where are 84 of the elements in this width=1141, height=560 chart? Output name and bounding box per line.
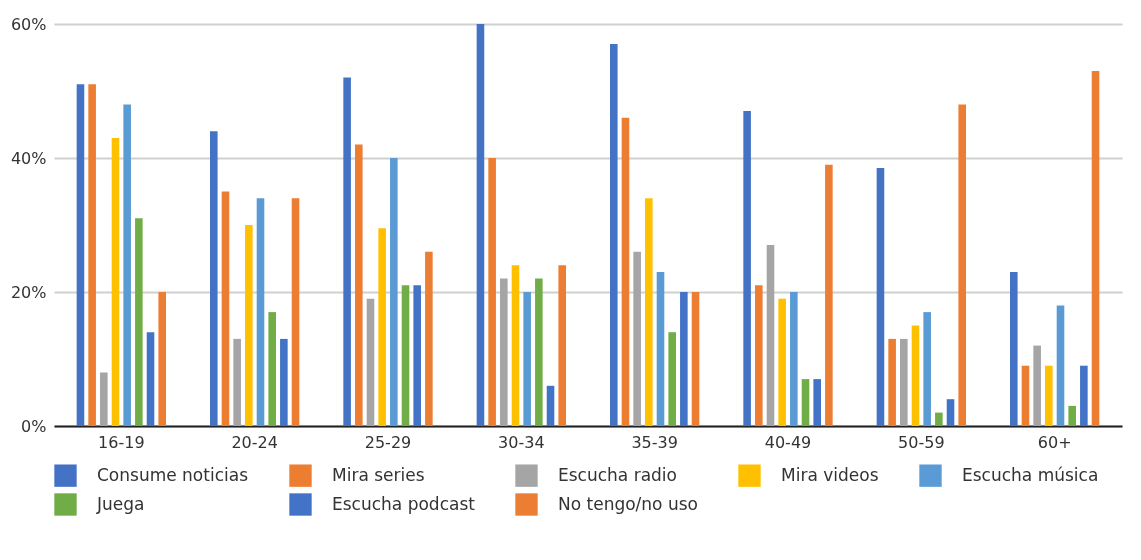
bar [88,84,96,426]
bar [778,298,786,426]
bar [645,198,653,426]
bar [558,265,566,426]
bar [923,312,931,426]
bar [111,137,120,426]
legend-label: Escucha podcast [332,493,476,514]
bar [280,338,288,426]
bar [876,168,885,426]
bar [123,104,131,426]
legend-label: Consume noticias [97,464,249,485]
bar [476,24,485,426]
bar [366,298,375,426]
bar [766,245,775,426]
x-tick-label: 16-19 [98,432,145,452]
legend-label: Escucha música [962,464,1099,485]
x-tick-label: 35-39 [631,432,678,452]
bar [1021,365,1030,426]
bar [158,292,166,426]
bar [245,225,253,426]
bar [633,251,641,426]
bar [825,164,833,426]
bar [610,44,618,426]
bar [413,285,421,426]
y-tick-label: 0% [21,416,47,436]
bar [546,385,555,426]
bar [1091,70,1100,426]
bar [1010,271,1018,426]
bar [790,292,798,426]
bar [900,338,908,426]
bar [1068,405,1076,426]
legend-label: Juega [96,493,145,514]
bar [755,285,763,426]
bar [946,399,955,426]
bar [656,271,665,426]
bar [425,251,433,426]
bar [500,278,508,426]
x-tick-label: 30-34 [498,432,545,452]
y-tick-label: 60% [10,14,47,34]
bar [1056,305,1065,426]
bar [100,372,108,426]
bar [621,117,630,426]
bar [488,158,496,426]
bar [390,158,398,426]
legend-label: Mira videos [781,464,879,485]
bar [911,325,920,426]
bar [256,198,265,426]
bar [535,278,543,426]
bar [401,285,410,426]
y-tick-label: 40% [10,148,47,168]
bar [291,198,300,426]
legend-label: No tengo/no uso [558,493,698,514]
bar [888,338,896,426]
bar [813,379,821,426]
x-tick-label: 25-29 [364,432,412,452]
bar [743,111,751,426]
x-tick-label: 20-24 [231,432,278,452]
bar [691,292,700,426]
bar [146,332,155,426]
bar [935,412,943,426]
bar [511,265,520,426]
bar [343,77,351,426]
y-tick-label: 20% [10,282,47,302]
bar [1080,365,1088,426]
legend-label: Escucha radio [558,464,677,485]
bar [221,191,230,426]
bar [1033,345,1041,426]
bar [523,292,531,426]
bar [76,84,85,426]
bar [268,312,276,426]
x-tick-label: 50-59 [898,432,945,452]
bar [135,218,143,426]
bar [668,332,676,426]
bar [801,379,810,426]
bar [378,228,386,426]
bar [233,338,241,426]
bar [958,104,966,426]
bar [1045,365,1053,426]
bar [355,144,363,426]
bar [680,292,688,426]
x-tick-label: 60+ [1037,432,1072,452]
bar [210,131,218,426]
x-tick-label: 40-49 [764,432,812,452]
legend-label: Mira series [332,464,425,485]
